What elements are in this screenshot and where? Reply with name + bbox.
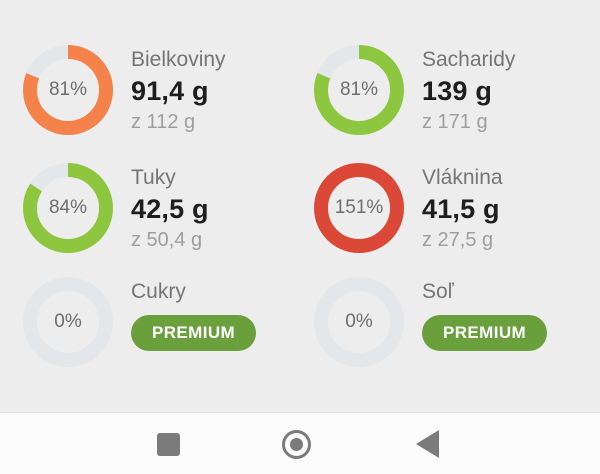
progress-ring: 84%	[23, 163, 113, 253]
nutrient-target: z 171 g	[422, 111, 488, 133]
nutrient-info: Vláknina 41,5 g z 27,5 g	[422, 163, 503, 254]
nutrient-value: 42,5 g	[131, 194, 209, 224]
nutrient-cell-cukry[interactable]: 0% Cukry PREMIUM	[23, 277, 257, 367]
ring-progress-arc	[314, 163, 404, 253]
progress-ring: 0%	[314, 277, 404, 367]
nutrient-name: Soľ	[422, 280, 454, 303]
nutrient-cell-sacharidy[interactable]: 81% Sacharidy 139 g z 171 g	[314, 45, 515, 136]
home-button[interactable]	[272, 420, 320, 468]
back-button[interactable]	[403, 420, 451, 468]
percent-label: 151%	[334, 197, 384, 218]
ring-track	[314, 277, 404, 367]
progress-ring: 81%	[23, 45, 113, 135]
nutrient-value: 41,5 g	[422, 194, 500, 224]
nutrient-cell-vlaknina[interactable]: 151% Vláknina 41,5 g z 27,5 g	[314, 163, 503, 254]
nutrient-cell-tuky[interactable]: 84% Tuky 42,5 g z 50,4 g	[23, 163, 209, 254]
nutrient-name: Sacharidy	[422, 48, 516, 71]
nutrient-info: Bielkoviny 91,4 g z 112 g	[131, 45, 226, 136]
nutrient-name: Tuky	[131, 166, 176, 189]
nutrient-name: Vláknina	[422, 166, 503, 189]
nutrient-info: Cukry PREMIUM	[131, 277, 257, 351]
nutrient-name: Bielkoviny	[131, 48, 226, 71]
progress-ring: 81%	[314, 45, 404, 135]
nutrient-name: Cukry	[131, 280, 186, 303]
percent-label: 84%	[48, 197, 88, 218]
nutrient-target: z 50,4 g	[131, 229, 203, 251]
nutrient-cell-sol[interactable]: 0% Soľ PREMIUM	[314, 277, 548, 367]
ring-track	[23, 277, 113, 367]
nutrient-target: z 27,5 g	[422, 229, 494, 251]
android-navbar	[0, 412, 600, 474]
nutrient-target: z 112 g	[131, 111, 196, 133]
percent-label: 0%	[54, 311, 82, 332]
premium-badge[interactable]: PREMIUM	[131, 315, 257, 351]
percent-label: 0%	[345, 311, 373, 332]
recents-square-icon	[156, 432, 180, 456]
percent-label: 81%	[48, 79, 88, 100]
nutrient-cell-bielkoviny[interactable]: 81% Bielkoviny 91,4 g z 112 g	[23, 45, 226, 136]
premium-badge[interactable]: PREMIUM	[422, 315, 548, 351]
ring-progress-arc	[23, 45, 113, 135]
nutrient-info: Sacharidy 139 g z 171 g	[422, 45, 515, 136]
recents-button[interactable]	[144, 420, 192, 468]
nutrient-value: 91,4 g	[131, 76, 209, 106]
nutrient-info: Soľ PREMIUM	[422, 277, 548, 351]
nutrient-value: 139 g	[422, 76, 493, 106]
ring-progress-arc	[314, 45, 404, 135]
progress-ring: 0%	[23, 277, 113, 367]
nutrient-info: Tuky 42,5 g z 50,4 g	[131, 163, 209, 254]
home-dot-icon	[289, 437, 303, 451]
back-triangle-icon	[415, 430, 439, 458]
home-circle-icon	[281, 429, 311, 459]
ring-progress-arc	[23, 163, 113, 253]
progress-ring: 151%	[314, 163, 404, 253]
percent-label: 81%	[339, 79, 379, 100]
